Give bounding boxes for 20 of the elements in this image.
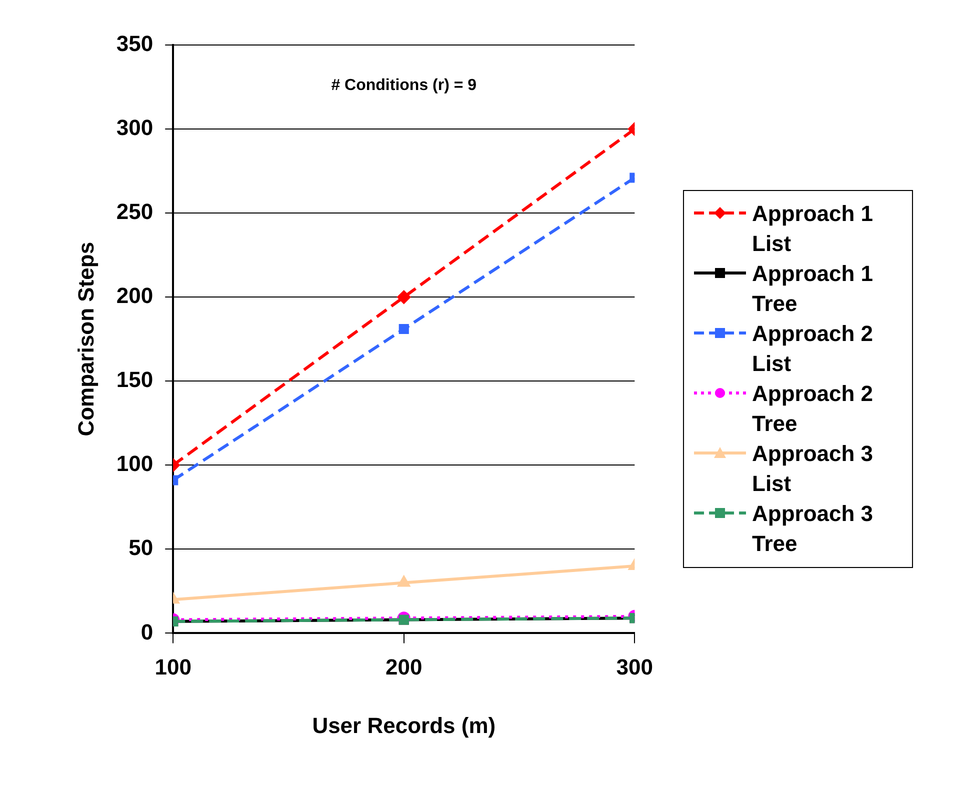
y-tick-label: 300	[116, 115, 154, 140]
y-tick-label: 250	[116, 199, 154, 224]
y-tick-label: 0	[140, 619, 154, 644]
y-tick-label: 350	[116, 31, 154, 56]
legend-label: Approach 3 List	[752, 440, 874, 498]
legend-label: Approach 1 List	[752, 200, 874, 258]
y-tick-label: 50	[128, 535, 154, 560]
x-tick-label: 200	[386, 654, 422, 680]
x-axis-title: User Records (m)	[312, 712, 496, 738]
legend-label: Approach 2 Tree	[752, 380, 874, 438]
y-tick-label: 100	[116, 451, 154, 476]
legend-label: Approach 3 Tree	[752, 500, 874, 558]
y-tick-label: 150	[116, 367, 154, 392]
y-axis-title: Comparison Steps	[73, 242, 98, 436]
x-tick-label: 100	[154, 654, 192, 680]
x-tick-label: 300	[616, 654, 654, 680]
legend-label: Approach 2 List	[752, 320, 874, 378]
legend-label: Approach 1 Tree	[752, 260, 874, 318]
annotation: # Conditions (r) = 9	[331, 77, 477, 94]
y-tick-label: 200	[116, 283, 154, 308]
